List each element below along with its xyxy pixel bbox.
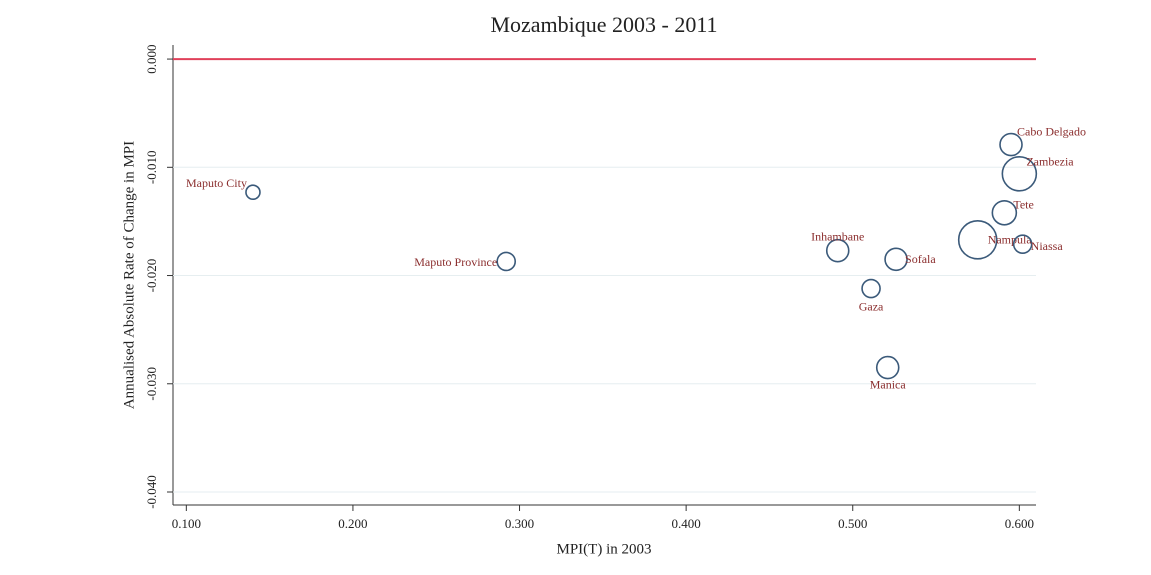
- bubble: [884, 247, 908, 272]
- y-tick-label: -0.030: [144, 367, 159, 401]
- x-axis-label: MPI(T) in 2003: [557, 541, 652, 557]
- bubble: [1012, 234, 1033, 254]
- point-label: Maputo City: [186, 176, 247, 190]
- point-label: Cabo Delgado: [1017, 124, 1086, 138]
- y-axis-label: Annualised Absolute Rate of Change in MP…: [121, 141, 137, 409]
- point-label: Zambezia: [1026, 155, 1074, 169]
- point-label: Tete: [1013, 198, 1033, 212]
- point-label: Manica: [870, 377, 907, 391]
- bubble: [875, 355, 900, 380]
- bubble: [957, 220, 998, 260]
- point-label: Niassa: [1031, 239, 1064, 253]
- chart-title: Mozambique 2003 - 2011: [490, 12, 717, 37]
- y-tick-label: -0.020: [144, 259, 159, 293]
- bubble: [825, 238, 850, 263]
- x-tick-label: 0.500: [838, 516, 867, 531]
- point-label: Maputo Province: [414, 255, 497, 269]
- bubble: [991, 199, 1018, 226]
- y-tick-label: 0.000: [144, 44, 159, 73]
- x-tick-label: 0.200: [338, 516, 367, 531]
- y-tick-label: -0.010: [144, 151, 159, 185]
- point-label: Nampula: [988, 233, 1033, 247]
- bubble: [496, 251, 517, 272]
- point-label: Sofala: [905, 252, 936, 266]
- point-label: Gaza: [859, 299, 884, 313]
- x-tick-label: 0.400: [672, 516, 701, 531]
- x-tick-label: 0.100: [172, 516, 201, 531]
- point-label: Inhambane: [811, 229, 864, 243]
- y-tick-label: -0.040: [144, 475, 159, 509]
- bubble: [861, 278, 881, 299]
- bubble: [999, 132, 1023, 157]
- x-tick-label: 0.300: [505, 516, 534, 531]
- x-tick-label: 0.600: [1005, 516, 1034, 531]
- bubble: [1001, 156, 1038, 192]
- bubble: [245, 184, 261, 200]
